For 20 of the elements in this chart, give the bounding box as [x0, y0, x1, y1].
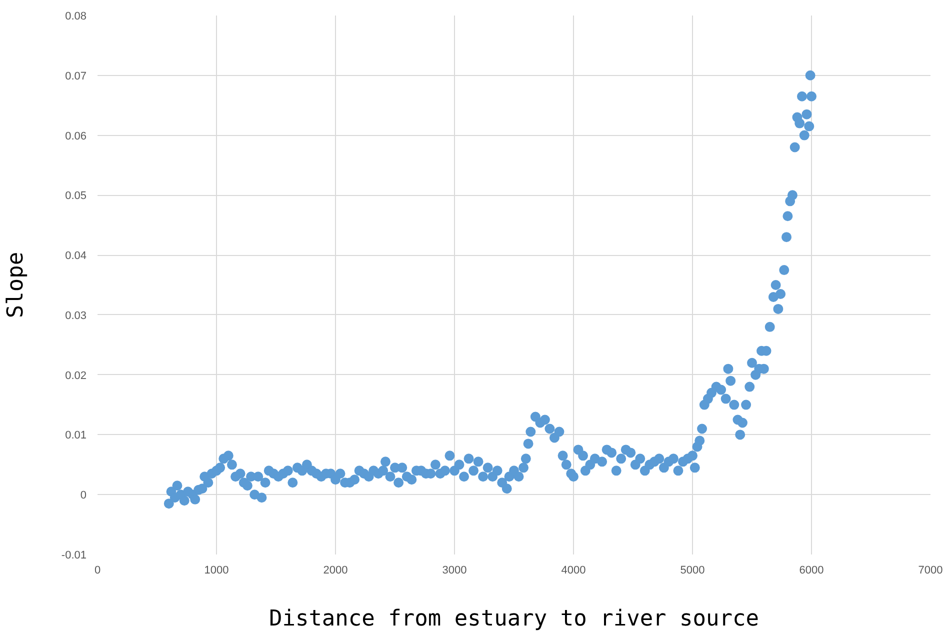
y-axis-title: Slope [3, 252, 28, 318]
x-tick-label: 3000 [442, 564, 467, 576]
x-axis-title: Distance from estuary to river source [268, 606, 760, 632]
y-tick-label: 0.01 [65, 430, 87, 442]
x-tick-label: 2000 [323, 564, 348, 576]
y-tick-label: 0.08 [65, 10, 87, 22]
y-tick-label: 0.02 [65, 370, 87, 382]
y-tick-label: -0.01 [61, 550, 87, 562]
y-tick-label: 0 [80, 490, 87, 502]
y-tick-label: 0.03 [65, 310, 87, 322]
x-tick-label: 4000 [561, 564, 586, 576]
x-tick-label: 1000 [204, 564, 229, 576]
x-tick-label: 6000 [799, 564, 824, 576]
x-tick-label: 7000 [918, 564, 943, 576]
y-tick-label: 0.06 [65, 130, 87, 142]
x-tick-label: 0 [94, 564, 101, 576]
x-tick-label: 5000 [680, 564, 705, 576]
y-tick-label: 0.07 [65, 70, 87, 82]
y-tick-label: 0.04 [65, 250, 87, 262]
y-tick-label: 0.05 [65, 190, 87, 202]
